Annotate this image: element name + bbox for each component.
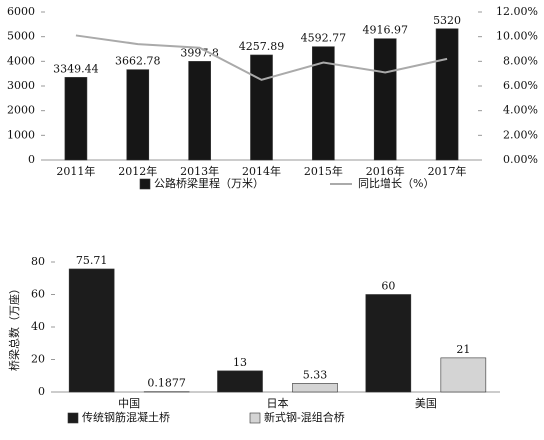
value-label: 13: [233, 356, 247, 369]
x-tick-label: 中国: [118, 397, 140, 410]
value-label: 3997.8: [180, 46, 219, 59]
bar: [373, 38, 397, 161]
bar: [435, 28, 459, 161]
bar: [365, 294, 412, 393]
bar: [292, 383, 338, 393]
bar: [126, 69, 150, 161]
y2-tick-label: 2.00%: [503, 128, 538, 141]
y-tick-label: 20: [31, 353, 45, 366]
line: [75, 34, 448, 81]
y-axis-title: 桥梁总数（万座）: [7, 283, 21, 371]
y-tick-label: 5000: [7, 30, 35, 43]
legend-label: 新式钢-混组合桥: [264, 410, 345, 424]
legend-label: 传统钢筋混凝土桥: [82, 410, 170, 424]
y-tick-label: 4000: [7, 54, 35, 67]
x-tick-label: 2017年: [428, 164, 467, 178]
value-label: 5320: [433, 14, 461, 27]
y-tick-label: 60: [31, 288, 45, 301]
value-label: 4916.97: [362, 24, 408, 37]
x-tick-label: 2013年: [180, 164, 219, 178]
value-label: 21: [456, 343, 470, 356]
y-tick-label: 80: [31, 255, 45, 268]
value-label: 60: [381, 280, 395, 293]
y-tick-label: 2000: [7, 104, 35, 117]
x-tick-label: 2014年: [242, 164, 281, 178]
value-label: 5.33: [303, 368, 328, 381]
bar: [250, 54, 273, 161]
y2-tick-label: 10.00%: [496, 30, 538, 43]
bar: [64, 77, 88, 161]
y2-tick-label: 8.00%: [503, 54, 538, 67]
y2-tick-label: 4.00%: [503, 104, 538, 117]
legend-swatch: [67, 412, 79, 424]
bar: [440, 357, 487, 393]
x-tick-label: 2015年: [304, 164, 343, 178]
y-tick-label: 3000: [7, 79, 35, 92]
y-tick-label: 1000: [7, 128, 35, 141]
legend-label: 同比增长（%）: [358, 176, 434, 190]
x-tick-label: 日本: [267, 396, 289, 410]
y2-tick-label: 6.00%: [503, 79, 538, 92]
legend-swatch: [249, 412, 261, 424]
bar: [188, 61, 211, 161]
x-tick-label: 2011年: [56, 164, 95, 178]
x-tick-label: 2012年: [118, 164, 157, 178]
value-label: 4592.77: [301, 32, 347, 45]
value-label: 4257.89: [239, 40, 285, 53]
value-label: 3349.44: [53, 62, 99, 75]
bar: [217, 370, 263, 393]
y-tick-label: 0: [38, 385, 45, 398]
x-tick-label: 美国: [415, 397, 437, 410]
y2-tick-label: 0.00%: [503, 153, 538, 166]
x-tick-label: 2016年: [366, 164, 405, 178]
bar: [312, 46, 335, 161]
bar: [68, 268, 115, 393]
y2-tick-label: 12.00%: [496, 5, 538, 18]
y-tick-label: 0: [28, 153, 35, 166]
y-tick-label: 40: [31, 320, 45, 333]
value-label: 75.71: [76, 254, 108, 267]
value-label: 0.1877: [147, 377, 186, 390]
legend-label: 公路桥梁里程（万米）: [154, 176, 264, 190]
legend-swatch: [139, 178, 151, 190]
value-label: 3662.78: [115, 55, 161, 68]
y-tick-label: 6000: [7, 5, 35, 18]
